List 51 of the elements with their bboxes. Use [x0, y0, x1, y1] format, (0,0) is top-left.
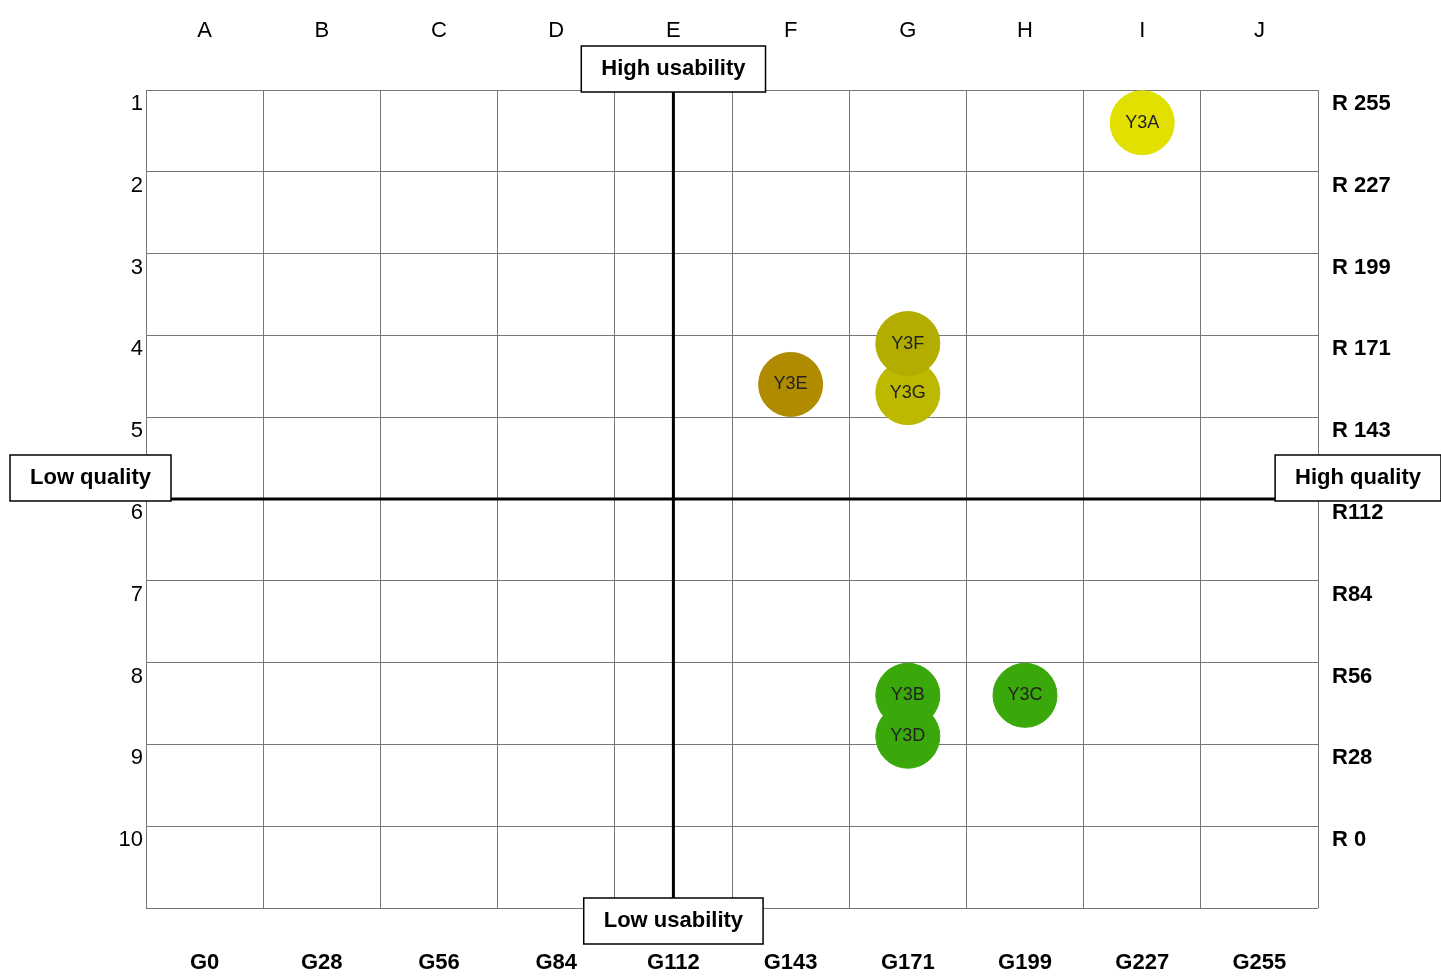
text: G199 — [998, 949, 1052, 975]
text: R 227 — [1332, 171, 1391, 197]
text: G171 — [880, 949, 935, 975]
text: R112 — [1332, 499, 1384, 525]
text: G56 — [418, 949, 460, 975]
x-tick-label: D — [548, 16, 565, 42]
series-label: Y3D — [890, 725, 926, 746]
series-label: Y3A — [1125, 111, 1160, 132]
text: High usability — [601, 55, 747, 81]
text: G0 — [189, 949, 220, 975]
x-tick-label: J — [1253, 16, 1265, 42]
x-tick-label: H — [1017, 16, 1033, 42]
text: R 255 — [1332, 90, 1391, 116]
series-label: Y3C — [1007, 684, 1043, 705]
text: G227 — [1115, 949, 1170, 975]
annotation: High quality — [1295, 464, 1422, 490]
text: G28 — [301, 949, 343, 975]
text: G143 — [763, 949, 818, 975]
y-tick-label: 9 — [130, 744, 143, 770]
text: R 199 — [1332, 253, 1391, 279]
text: R 143 — [1332, 417, 1391, 443]
y-tick-label: 4 — [130, 335, 143, 361]
series-label: Y3E — [773, 373, 808, 394]
text: R28 — [1332, 744, 1373, 770]
text: G112 — [647, 949, 700, 975]
x-tick-label: C — [431, 16, 448, 42]
series-label: Y3G — [889, 381, 926, 402]
series-label: Y3B — [890, 684, 925, 705]
x-tick-label: B — [314, 16, 330, 42]
x-tick-label: F — [783, 16, 798, 42]
text: G255 — [1232, 949, 1287, 975]
text: G84 — [535, 949, 578, 975]
x-tick-label: A — [197, 16, 213, 42]
x-tick-label: E — [666, 16, 681, 42]
x-tick-label: I — [1139, 16, 1146, 42]
annotation: Low quality — [30, 464, 152, 490]
y-tick-label: 8 — [130, 662, 143, 688]
y-tick-label: 3 — [130, 253, 143, 279]
text: R84 — [1332, 580, 1374, 606]
series-label: Y3F — [891, 332, 925, 353]
x-tick-label: G — [899, 16, 917, 42]
y-tick-label: 6 — [130, 499, 143, 525]
text: R 171 — [1332, 335, 1391, 361]
annotation: Low usability — [603, 907, 744, 933]
y-tick-label: 2 — [130, 171, 143, 197]
y-tick-label: 1 — [130, 90, 143, 116]
y-tick-label: 7 — [130, 580, 143, 606]
text: R56 — [1332, 662, 1373, 688]
y-tick-label: 5 — [130, 417, 143, 443]
text: R 0 — [1332, 826, 1367, 852]
y-tick-label: 10 — [118, 826, 143, 852]
